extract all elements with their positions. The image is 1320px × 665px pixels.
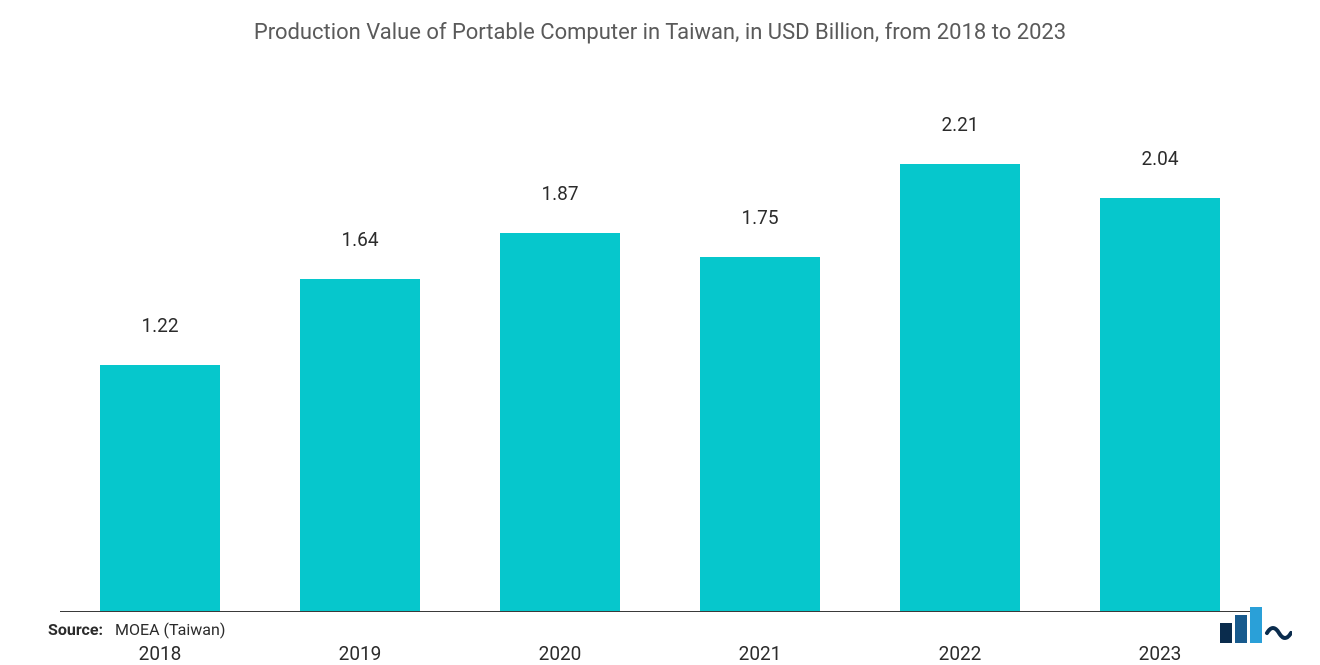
bar-slot: 1.64 xyxy=(260,105,460,612)
bar-slot: 2.04 xyxy=(1060,105,1260,612)
bar-value-label: 1.75 xyxy=(660,206,860,229)
source-label: Source: xyxy=(48,620,103,639)
bar-rect xyxy=(900,164,1020,612)
bar-slot: 1.22 xyxy=(60,105,260,612)
plot-area: 1.22 1.641.871.75 2.212.04 xyxy=(60,105,1260,612)
x-axis-label: 2020 xyxy=(460,642,660,665)
bar-rect xyxy=(1100,198,1220,612)
bar-value-label: 1.64 xyxy=(260,228,460,251)
bar-slot: 1.87 xyxy=(460,105,660,612)
bar-rect xyxy=(500,233,620,612)
bar-slot: 1.75 xyxy=(660,105,860,612)
x-axis-label: 2018 xyxy=(60,642,260,665)
source-text: MOEA (Taiwan) xyxy=(115,620,225,639)
logo-svg xyxy=(1220,599,1292,643)
x-axis-labels: 201820192020202120222023 xyxy=(60,642,1260,665)
bar-value-label: 1.22 xyxy=(60,314,260,337)
bar-value-label: 1.87 xyxy=(460,182,660,205)
chart-container: Production Value of Portable Computer in… xyxy=(0,0,1320,665)
x-axis-label: 2021 xyxy=(660,642,860,665)
chart-title: Production Value of Portable Computer in… xyxy=(0,0,1320,45)
bars-group: 1.22 1.641.871.75 2.212.04 xyxy=(60,105,1260,612)
brand-logo xyxy=(1220,599,1292,647)
x-axis-label: 2019 xyxy=(260,642,460,665)
x-axis-baseline xyxy=(60,611,1260,612)
bar-rect xyxy=(100,365,220,612)
bar-value-label: 2.04 xyxy=(1060,147,1260,170)
bar-rect xyxy=(300,279,420,612)
bar-rect xyxy=(700,257,820,612)
bar-slot: 2.21 xyxy=(860,105,1060,612)
source-footer: Source: MOEA (Taiwan) xyxy=(48,620,225,639)
bar-value-label: 2.21 xyxy=(860,113,1060,136)
x-axis-label: 2022 xyxy=(860,642,1060,665)
